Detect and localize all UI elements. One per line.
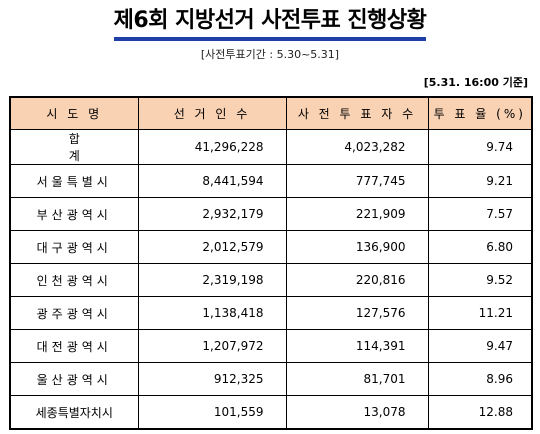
region-name: 합 계 bbox=[9, 129, 139, 165]
electors-count: 2,319,198 bbox=[137, 263, 287, 297]
region-name: 광주광역시 bbox=[9, 296, 139, 330]
early-voters-count: 127,576 bbox=[285, 296, 429, 330]
electors-count: 2,932,179 bbox=[137, 197, 287, 231]
table-row: 부산광역시 2,932,179 221,909 7.57 bbox=[9, 197, 533, 231]
turnout-rate: 11.21 bbox=[427, 296, 533, 330]
table-row: 대전광역시 1,207,972 114,391 9.47 bbox=[9, 329, 533, 363]
turnout-rate: 6.80 bbox=[427, 230, 533, 264]
electors-count: 912,325 bbox=[137, 362, 287, 396]
table-row: 울산광역시 912,325 81,701 8.96 bbox=[9, 362, 533, 396]
region-name: 세종특별자치시 bbox=[9, 395, 139, 430]
region-name: 서울특별시 bbox=[9, 164, 139, 198]
voting-period: [사전투표기간 : 5.30~5.31] bbox=[200, 48, 340, 61]
early-voters-count: 221,909 bbox=[285, 197, 429, 231]
electors-count: 8,441,594 bbox=[137, 164, 287, 198]
turnout-rate: 9.52 bbox=[427, 263, 533, 297]
table-row: 세종특별자치시 101,559 13,078 12.88 bbox=[9, 395, 533, 430]
page-title: 제6회 지방선거 사전투표 진행상황 bbox=[113, 8, 427, 33]
electors-count: 1,138,418 bbox=[137, 296, 287, 330]
early-voters-count: 136,900 bbox=[285, 230, 429, 264]
region-name: 부산광역시 bbox=[9, 197, 139, 231]
header-turnout-rate: 투 표 율 (%) bbox=[427, 96, 533, 130]
title-underline bbox=[114, 37, 426, 41]
region-name: 울산광역시 bbox=[9, 362, 139, 396]
table-header-row: 시 도 명 선 거 인 수 사 전 투 표 자 수 투 표 율 (%) bbox=[9, 96, 533, 130]
header-early-voters: 사 전 투 표 자 수 bbox=[285, 96, 429, 130]
region-name: 대전광역시 bbox=[9, 329, 139, 363]
early-voting-table: 시 도 명 선 거 인 수 사 전 투 표 자 수 투 표 율 (%) 합 계 … bbox=[9, 96, 533, 430]
turnout-rate: 7.57 bbox=[427, 197, 533, 231]
electors-count: 2,012,579 bbox=[137, 230, 287, 264]
turnout-rate: 9.47 bbox=[427, 329, 533, 363]
early-voters-count: 81,701 bbox=[285, 362, 429, 396]
turnout-rate: 12.88 bbox=[427, 395, 533, 430]
reference-timestamp: [5.31. 16:00 기준] bbox=[423, 76, 528, 89]
region-name: 대구광역시 bbox=[9, 230, 139, 264]
table-row: 광주광역시 1,138,418 127,576 11.21 bbox=[9, 296, 533, 330]
early-voters-count: 777,745 bbox=[285, 164, 429, 198]
early-voters-count: 220,816 bbox=[285, 263, 429, 297]
table-row: 서울특별시 8,441,594 777,745 9.21 bbox=[9, 164, 533, 198]
table-row: 인천광역시 2,319,198 220,816 9.52 bbox=[9, 263, 533, 297]
early-voters-count: 4,023,282 bbox=[285, 129, 429, 165]
turnout-rate: 9.74 bbox=[427, 129, 533, 165]
region-name: 인천광역시 bbox=[9, 263, 139, 297]
header-region: 시 도 명 bbox=[9, 96, 139, 130]
early-voters-count: 13,078 bbox=[285, 395, 429, 430]
early-voters-count: 114,391 bbox=[285, 329, 429, 363]
turnout-rate: 8.96 bbox=[427, 362, 533, 396]
header-electors: 선 거 인 수 bbox=[137, 96, 287, 130]
table-row: 대구광역시 2,012,579 136,900 6.80 bbox=[9, 230, 533, 264]
electors-count: 41,296,228 bbox=[137, 129, 287, 165]
table-row-total: 합 계 41,296,228 4,023,282 9.74 bbox=[9, 129, 533, 165]
electors-count: 101,559 bbox=[137, 395, 287, 430]
electors-count: 1,207,972 bbox=[137, 329, 287, 363]
turnout-rate: 9.21 bbox=[427, 164, 533, 198]
